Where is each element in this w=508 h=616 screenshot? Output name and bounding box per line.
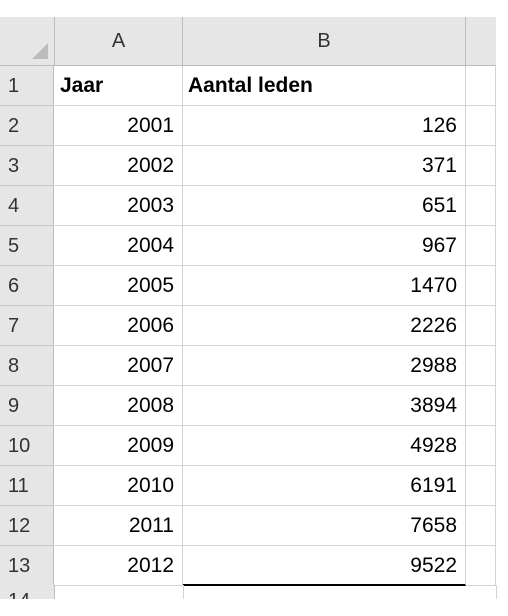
- cell-header-aantal-leden[interactable]: Aantal leden: [183, 66, 466, 106]
- cell-empty[interactable]: [466, 346, 496, 386]
- column-divider: [183, 585, 184, 599]
- cell-empty[interactable]: [466, 186, 496, 226]
- cell-empty[interactable]: [466, 146, 496, 186]
- cell-empty[interactable]: [466, 306, 496, 346]
- column-header-c-partial[interactable]: [466, 17, 496, 65]
- cell-year[interactable]: 2005: [55, 266, 183, 306]
- cell-year[interactable]: 2011: [55, 506, 183, 546]
- cell-empty[interactable]: [466, 546, 496, 586]
- row-header[interactable]: 4: [0, 186, 54, 226]
- cell-year[interactable]: 2002: [55, 146, 183, 186]
- cell-member-count[interactable]: 126: [183, 106, 466, 146]
- cell-year[interactable]: 2004: [55, 226, 183, 266]
- cell-member-count[interactable]: 2988: [183, 346, 466, 386]
- row-header[interactable]: 6: [0, 266, 54, 306]
- cell-empty[interactable]: [466, 226, 496, 266]
- select-all-button[interactable]: [0, 17, 55, 65]
- row-number: 14: [8, 591, 30, 599]
- cell-empty[interactable]: [466, 506, 496, 546]
- cell-empty[interactable]: [466, 66, 496, 106]
- cell-member-count[interactable]: 9522: [183, 546, 466, 586]
- cell-empty[interactable]: [466, 106, 496, 146]
- cell-member-count[interactable]: 2226: [183, 306, 466, 346]
- select-all-triangle-icon: [32, 43, 48, 59]
- cell-empty[interactable]: [466, 386, 496, 426]
- cell-year[interactable]: 2010: [55, 466, 183, 506]
- row-header[interactable]: 9: [0, 386, 54, 426]
- cell-year[interactable]: 2003: [55, 186, 183, 226]
- cell-member-count[interactable]: 1470: [183, 266, 466, 306]
- row-header[interactable]: 13: [0, 546, 54, 586]
- column-header-bar: A B: [0, 17, 496, 66]
- cell-member-count[interactable]: 3894: [183, 386, 466, 426]
- column-header-a[interactable]: A: [55, 17, 183, 65]
- cell-member-count[interactable]: 651: [183, 186, 466, 226]
- cell-member-count[interactable]: 967: [183, 226, 466, 266]
- row-header[interactable]: 5: [0, 226, 54, 266]
- row-header[interactable]: 11: [0, 466, 54, 506]
- cell-member-count[interactable]: 6191: [183, 466, 466, 506]
- cell-member-count[interactable]: 371: [183, 146, 466, 186]
- cell-member-count[interactable]: 7658: [183, 506, 466, 546]
- partial-row-cells[interactable]: [55, 585, 497, 599]
- row-header[interactable]: 10: [0, 426, 54, 466]
- cell-year[interactable]: 2012: [55, 546, 183, 586]
- row-header[interactable]: 8: [0, 346, 54, 386]
- cell-member-count[interactable]: 4928: [183, 426, 466, 466]
- row-header[interactable]: 1: [0, 66, 54, 106]
- cell-year[interactable]: 2009: [55, 426, 183, 466]
- row-header[interactable]: 7: [0, 306, 54, 346]
- cell-empty[interactable]: [466, 266, 496, 306]
- row-header[interactable]: 12: [0, 506, 54, 546]
- column-header-b[interactable]: B: [183, 17, 466, 65]
- cell-empty[interactable]: [466, 466, 496, 506]
- cell-year[interactable]: 2007: [55, 346, 183, 386]
- cell-empty[interactable]: [466, 426, 496, 466]
- cell-year[interactable]: 2006: [55, 306, 183, 346]
- row-header-partial[interactable]: 14: [0, 585, 55, 599]
- row-header[interactable]: 2: [0, 106, 54, 146]
- cell-year[interactable]: 2008: [55, 386, 183, 426]
- row-header[interactable]: 3: [0, 146, 54, 186]
- cell-year[interactable]: 2001: [55, 106, 183, 146]
- cell-header-jaar[interactable]: Jaar: [55, 66, 183, 106]
